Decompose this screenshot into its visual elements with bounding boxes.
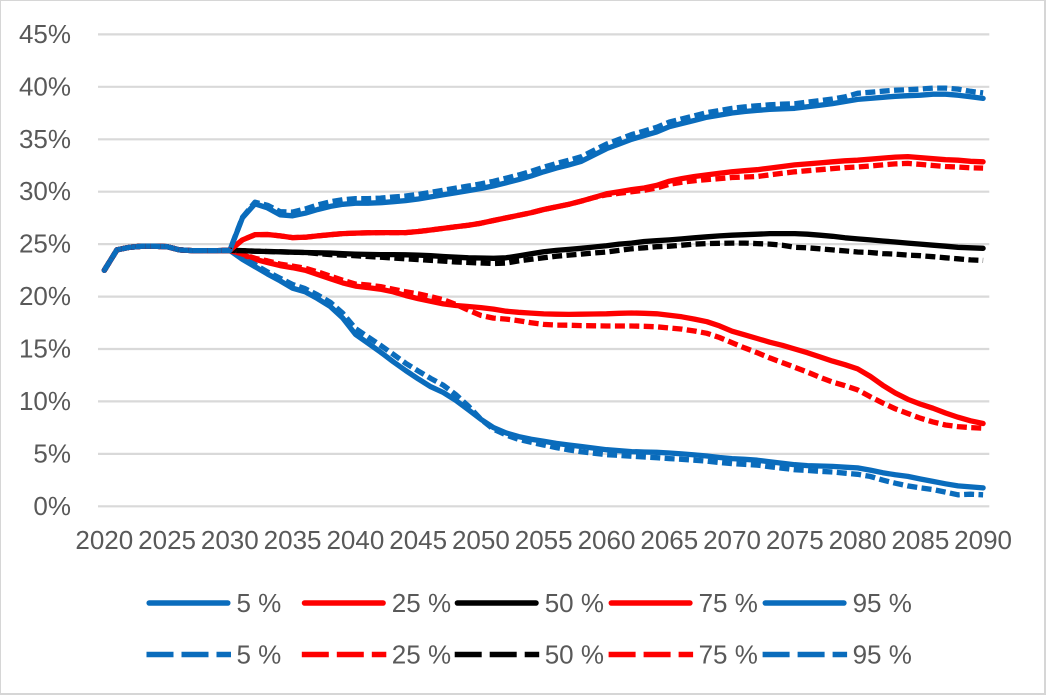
svg-text:40%: 40% bbox=[19, 71, 71, 101]
svg-text:20%: 20% bbox=[19, 281, 71, 311]
svg-text:15%: 15% bbox=[19, 334, 71, 364]
svg-text:75 %: 75 % bbox=[699, 640, 758, 670]
svg-text:2090: 2090 bbox=[954, 525, 1012, 555]
svg-text:25%: 25% bbox=[19, 229, 71, 259]
svg-text:5 %: 5 % bbox=[237, 640, 282, 670]
svg-text:2045: 2045 bbox=[389, 525, 447, 555]
svg-text:2030: 2030 bbox=[201, 525, 259, 555]
svg-text:2020: 2020 bbox=[75, 525, 133, 555]
svg-text:2075: 2075 bbox=[766, 525, 824, 555]
svg-text:2060: 2060 bbox=[578, 525, 636, 555]
svg-text:25 %: 25 % bbox=[392, 588, 451, 618]
svg-text:2070: 2070 bbox=[703, 525, 761, 555]
svg-text:2080: 2080 bbox=[829, 525, 887, 555]
svg-text:2025: 2025 bbox=[138, 525, 196, 555]
svg-text:50 %: 50 % bbox=[545, 588, 604, 618]
svg-text:2085: 2085 bbox=[891, 525, 949, 555]
svg-text:10%: 10% bbox=[19, 386, 71, 416]
svg-text:35%: 35% bbox=[19, 124, 71, 154]
svg-text:75 %: 75 % bbox=[699, 588, 758, 618]
svg-text:2065: 2065 bbox=[640, 525, 698, 555]
svg-text:45%: 45% bbox=[19, 19, 71, 49]
svg-text:5%: 5% bbox=[33, 438, 71, 468]
svg-text:2035: 2035 bbox=[264, 525, 322, 555]
svg-text:2050: 2050 bbox=[452, 525, 510, 555]
svg-text:30%: 30% bbox=[19, 176, 71, 206]
svg-text:95 %: 95 % bbox=[853, 588, 912, 618]
svg-text:2040: 2040 bbox=[326, 525, 384, 555]
svg-text:0%: 0% bbox=[33, 491, 71, 521]
svg-text:5 %: 5 % bbox=[237, 588, 282, 618]
svg-text:25 %: 25 % bbox=[392, 640, 451, 670]
svg-text:95 %: 95 % bbox=[853, 640, 912, 670]
svg-text:50 %: 50 % bbox=[545, 640, 604, 670]
svg-text:2055: 2055 bbox=[515, 525, 573, 555]
